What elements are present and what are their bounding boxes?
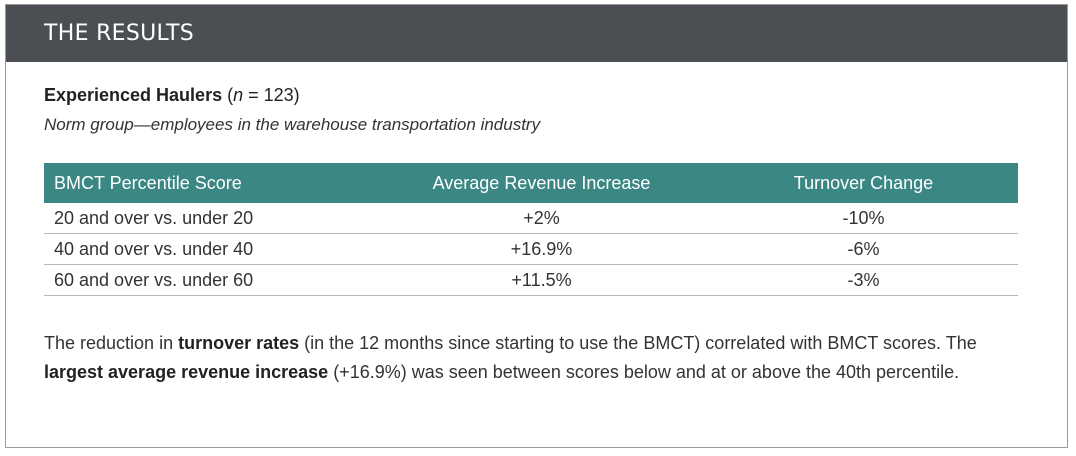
- group-name: Experienced Haulers: [44, 85, 223, 105]
- results-header-bar: THE RESULTS: [6, 5, 1067, 62]
- norm-group-note: Norm group—employees in the warehouse tr…: [44, 115, 541, 134]
- n-count: = 123): [243, 85, 300, 105]
- header-percentile-score: BMCT Percentile Score: [44, 163, 374, 203]
- results-title: THE RESULTS: [44, 21, 195, 46]
- n-open: (: [227, 85, 234, 105]
- summary-bold-turnover: turnover rates: [178, 333, 300, 353]
- cell-turnover-change: -3%: [709, 264, 1018, 296]
- cell-revenue-increase: +16.9%: [374, 233, 709, 265]
- cell-turnover-change: -6%: [709, 233, 1018, 265]
- cell-revenue-increase: +2%: [374, 203, 709, 234]
- header-average-revenue-increase: Average Revenue Increase: [374, 163, 709, 203]
- group-subtitle: Experienced Haulers (n = 123): [44, 85, 300, 106]
- n-variable: n: [233, 85, 244, 105]
- table-row: 40 and over vs. under 40 +16.9% -6%: [44, 233, 1018, 265]
- cell-revenue-increase: +11.5%: [374, 264, 709, 296]
- results-card: THE RESULTS Experienced Haulers (n = 123…: [5, 4, 1068, 448]
- cell-percentile-score: 40 and over vs. under 40: [44, 233, 374, 265]
- summary-bold-revenue: largest average revenue increase: [44, 362, 329, 382]
- results-table: BMCT Percentile Score Average Revenue In…: [44, 163, 1018, 296]
- cell-turnover-change: -10%: [709, 203, 1018, 234]
- summary-text-1: The reduction in: [44, 333, 179, 353]
- table-row: 60 and over vs. under 60 +11.5% -3%: [44, 264, 1018, 296]
- header-turnover-change: Turnover Change: [709, 163, 1018, 203]
- cell-percentile-score: 60 and over vs. under 60: [44, 264, 374, 296]
- table-header-row: BMCT Percentile Score Average Revenue In…: [44, 163, 1018, 203]
- cell-percentile-score: 20 and over vs. under 20: [44, 203, 374, 234]
- summary-text-2: (in the 12 months since starting to use …: [299, 333, 977, 353]
- summary-text-3: (+16.9%) was seen between scores below a…: [328, 362, 960, 382]
- table-row: 20 and over vs. under 20 +2% -10%: [44, 203, 1018, 234]
- results-summary: The reduction in turnover rates (in the …: [44, 329, 1034, 387]
